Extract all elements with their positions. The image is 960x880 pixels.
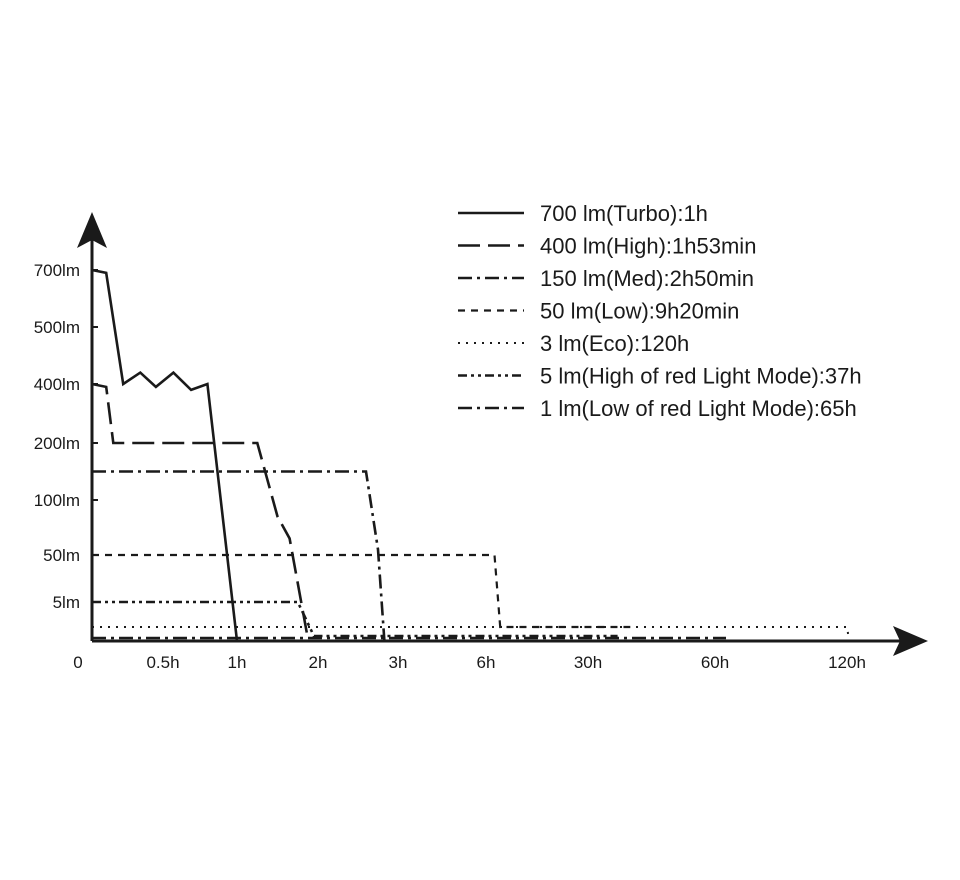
y-axis-arrow-icon <box>77 212 107 248</box>
series-lines <box>91 268 851 642</box>
legend-label-1-lm-low-of-red-light-mode-65h: 1 lm(Low of red Light Mode):65h <box>540 396 857 421</box>
axes <box>77 212 928 656</box>
y-tick-label: 500lm <box>34 318 80 337</box>
x-tick-label: 6h <box>477 653 496 672</box>
series-line-150-lm-med-2h50min <box>92 470 386 642</box>
series-line-5-lm-high-of-red-light-mode-37h <box>92 600 618 638</box>
series-line-700-lm-turbo-1h <box>91 268 239 642</box>
legend-label-50-lm-low-9h20min: 50 lm(Low):9h20min <box>540 299 739 324</box>
legend-label-5-lm-high-of-red-light-mode-37h: 5 lm(High of red Light Mode):37h <box>540 364 862 389</box>
legend: 700 lm(Turbo):1h 400 lm(High):1h53min 150 … <box>458 201 862 421</box>
x-tick-label: 30h <box>574 653 602 672</box>
x-axis-arrow-icon <box>893 626 928 656</box>
legend-label-700-lm-turbo-1h: 700 lm(Turbo):1h <box>540 201 708 226</box>
legend-label-3-lm-eco-120h: 3 lm(Eco):120h <box>540 331 689 356</box>
legend-label-400-lm-high-1h53min: 400 lm(High):1h53min <box>540 234 756 259</box>
y-tick-label: 700lm <box>34 261 80 280</box>
x-tick-label: 0 <box>73 653 82 672</box>
x-tick-label: 60h <box>701 653 729 672</box>
x-tick-label: 120h <box>828 653 866 672</box>
x-tick-label: 0.5h <box>146 653 179 672</box>
y-tick-label: 400lm <box>34 375 80 394</box>
legend-label-150-lm-med-2h50min: 150 lm(Med):2h50min <box>540 266 754 291</box>
x-tick-label: 3h <box>389 653 408 672</box>
tick-labels: 5lm 50lm 100lm 200lm 400lm 500lm 700lm 0 0.5h 1h 2… <box>34 261 866 672</box>
series-line-400-lm-high-1h53min <box>91 382 310 642</box>
y-tick-label: 200lm <box>34 434 80 453</box>
x-tick-label: 1h <box>228 653 247 672</box>
y-tick-label: 100lm <box>34 491 80 510</box>
series-line-50-lm-low-9h20min <box>92 553 631 629</box>
y-tick-label: 50lm <box>43 546 80 565</box>
y-tick-label: 5lm <box>53 593 80 612</box>
x-tick-label: 2h <box>309 653 328 672</box>
